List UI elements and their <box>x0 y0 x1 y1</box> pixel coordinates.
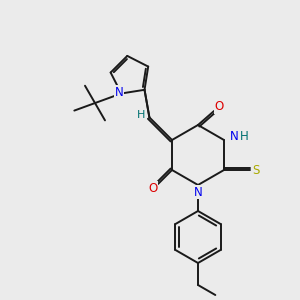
Text: H: H <box>137 110 146 120</box>
Text: O: O <box>214 100 224 113</box>
Text: S: S <box>252 164 260 176</box>
Text: N: N <box>115 86 124 99</box>
Text: H: H <box>240 130 248 142</box>
Text: O: O <box>148 182 158 194</box>
Text: N: N <box>230 130 238 142</box>
Text: N: N <box>194 185 202 199</box>
